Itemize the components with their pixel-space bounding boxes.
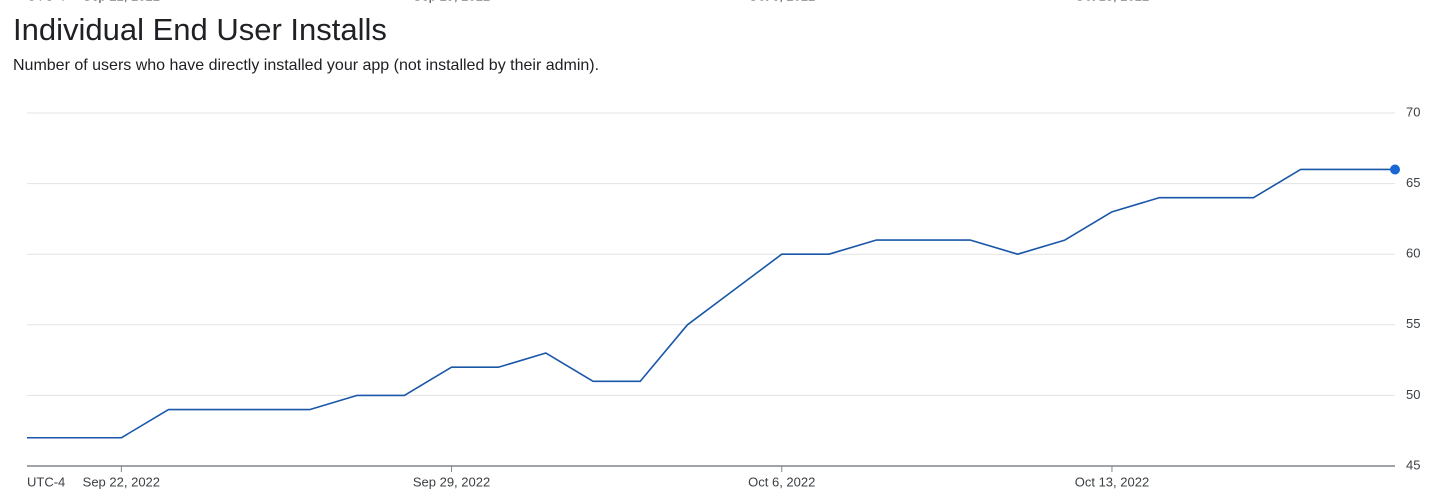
- y-tick-label: 45: [1406, 457, 1420, 472]
- x-tick-label: Oct 13, 2022: [1075, 474, 1149, 489]
- timezone-label: UTC-4: [27, 0, 65, 3]
- y-tick-label: 65: [1406, 175, 1420, 190]
- chart-subtitle: Number of users who have directly instal…: [13, 57, 599, 74]
- x-tick-label: Sep 22, 2022: [83, 0, 160, 3]
- line: [27, 168, 1395, 439]
- x-tick-label: Sep 29, 2022: [413, 474, 490, 489]
- y-tick-label: 55: [1406, 316, 1420, 331]
- x-tick-label: Oct 6, 2022: [748, 474, 815, 489]
- y-tick-label: 50: [1406, 387, 1420, 402]
- x-tick-label: Oct 13, 2022: [1075, 0, 1149, 3]
- y-tick-label: 70: [1406, 104, 1420, 119]
- y-tick-label: 60: [1406, 246, 1420, 261]
- x-tick-label: Sep 29, 2022: [413, 0, 490, 3]
- x-tick-label: Oct 6, 2022: [748, 0, 815, 3]
- chart-title: Individual End User Installs: [13, 12, 387, 47]
- timezone-label: UTC-4: [27, 474, 65, 489]
- end-marker: [1390, 164, 1400, 175]
- x-tick-label: Sep 22, 2022: [83, 474, 160, 489]
